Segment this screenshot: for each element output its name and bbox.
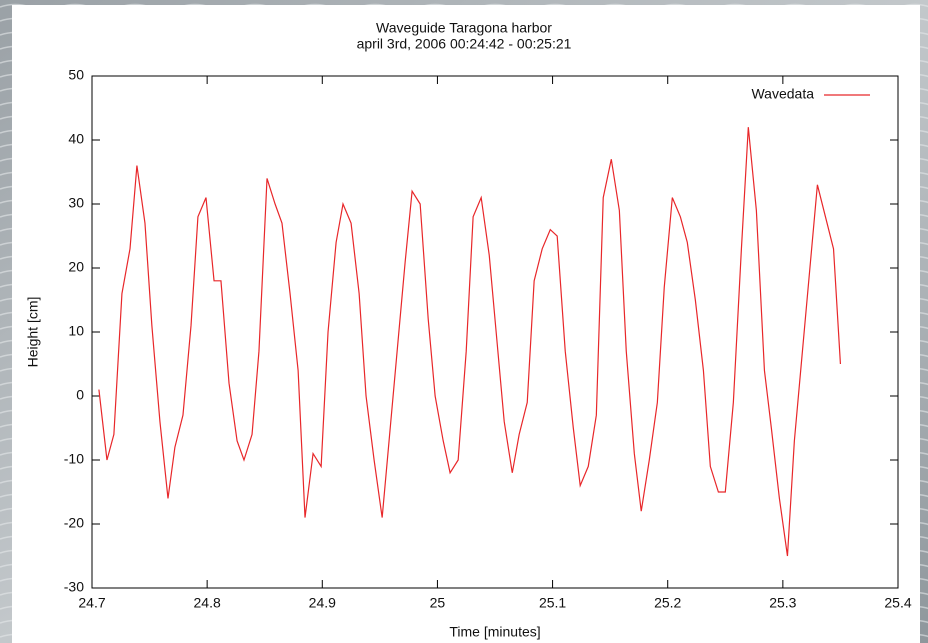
x-tick-label: 24.9 bbox=[309, 595, 336, 611]
x-tick-label: 25.3 bbox=[769, 595, 796, 611]
x-tick-label: 25.1 bbox=[539, 595, 566, 611]
x-tick-label: 25.2 bbox=[654, 595, 681, 611]
chart-title: Waveguide Taragona harbor bbox=[376, 20, 552, 36]
y-tick-label: 40 bbox=[68, 131, 84, 147]
legend-label: Wavedata bbox=[751, 86, 814, 102]
y-tick-label: 50 bbox=[68, 67, 84, 83]
y-tick-label: 10 bbox=[68, 323, 84, 339]
x-tick-label: 24.7 bbox=[78, 595, 105, 611]
y-tick-label: 30 bbox=[68, 195, 84, 211]
data-line bbox=[98, 127, 842, 557]
chart-subtitle: april 3rd, 2006 00:24:42 - 00:25:21 bbox=[357, 36, 572, 52]
y-axis-label: Height [cm] bbox=[25, 297, 41, 368]
y-tick-label: -10 bbox=[64, 451, 84, 467]
y-tick-label: 20 bbox=[68, 259, 84, 275]
y-tick-label: -30 bbox=[64, 579, 84, 595]
x-tick-label: 25.4 bbox=[884, 595, 911, 611]
y-tick-label: -20 bbox=[64, 515, 84, 531]
y-tick-label: 0 bbox=[76, 387, 84, 403]
x-tick-label: 24.8 bbox=[194, 595, 221, 611]
x-axis-label: Time [minutes] bbox=[449, 624, 540, 640]
plot-panel bbox=[12, 5, 920, 643]
x-tick-label: 25 bbox=[430, 595, 446, 611]
